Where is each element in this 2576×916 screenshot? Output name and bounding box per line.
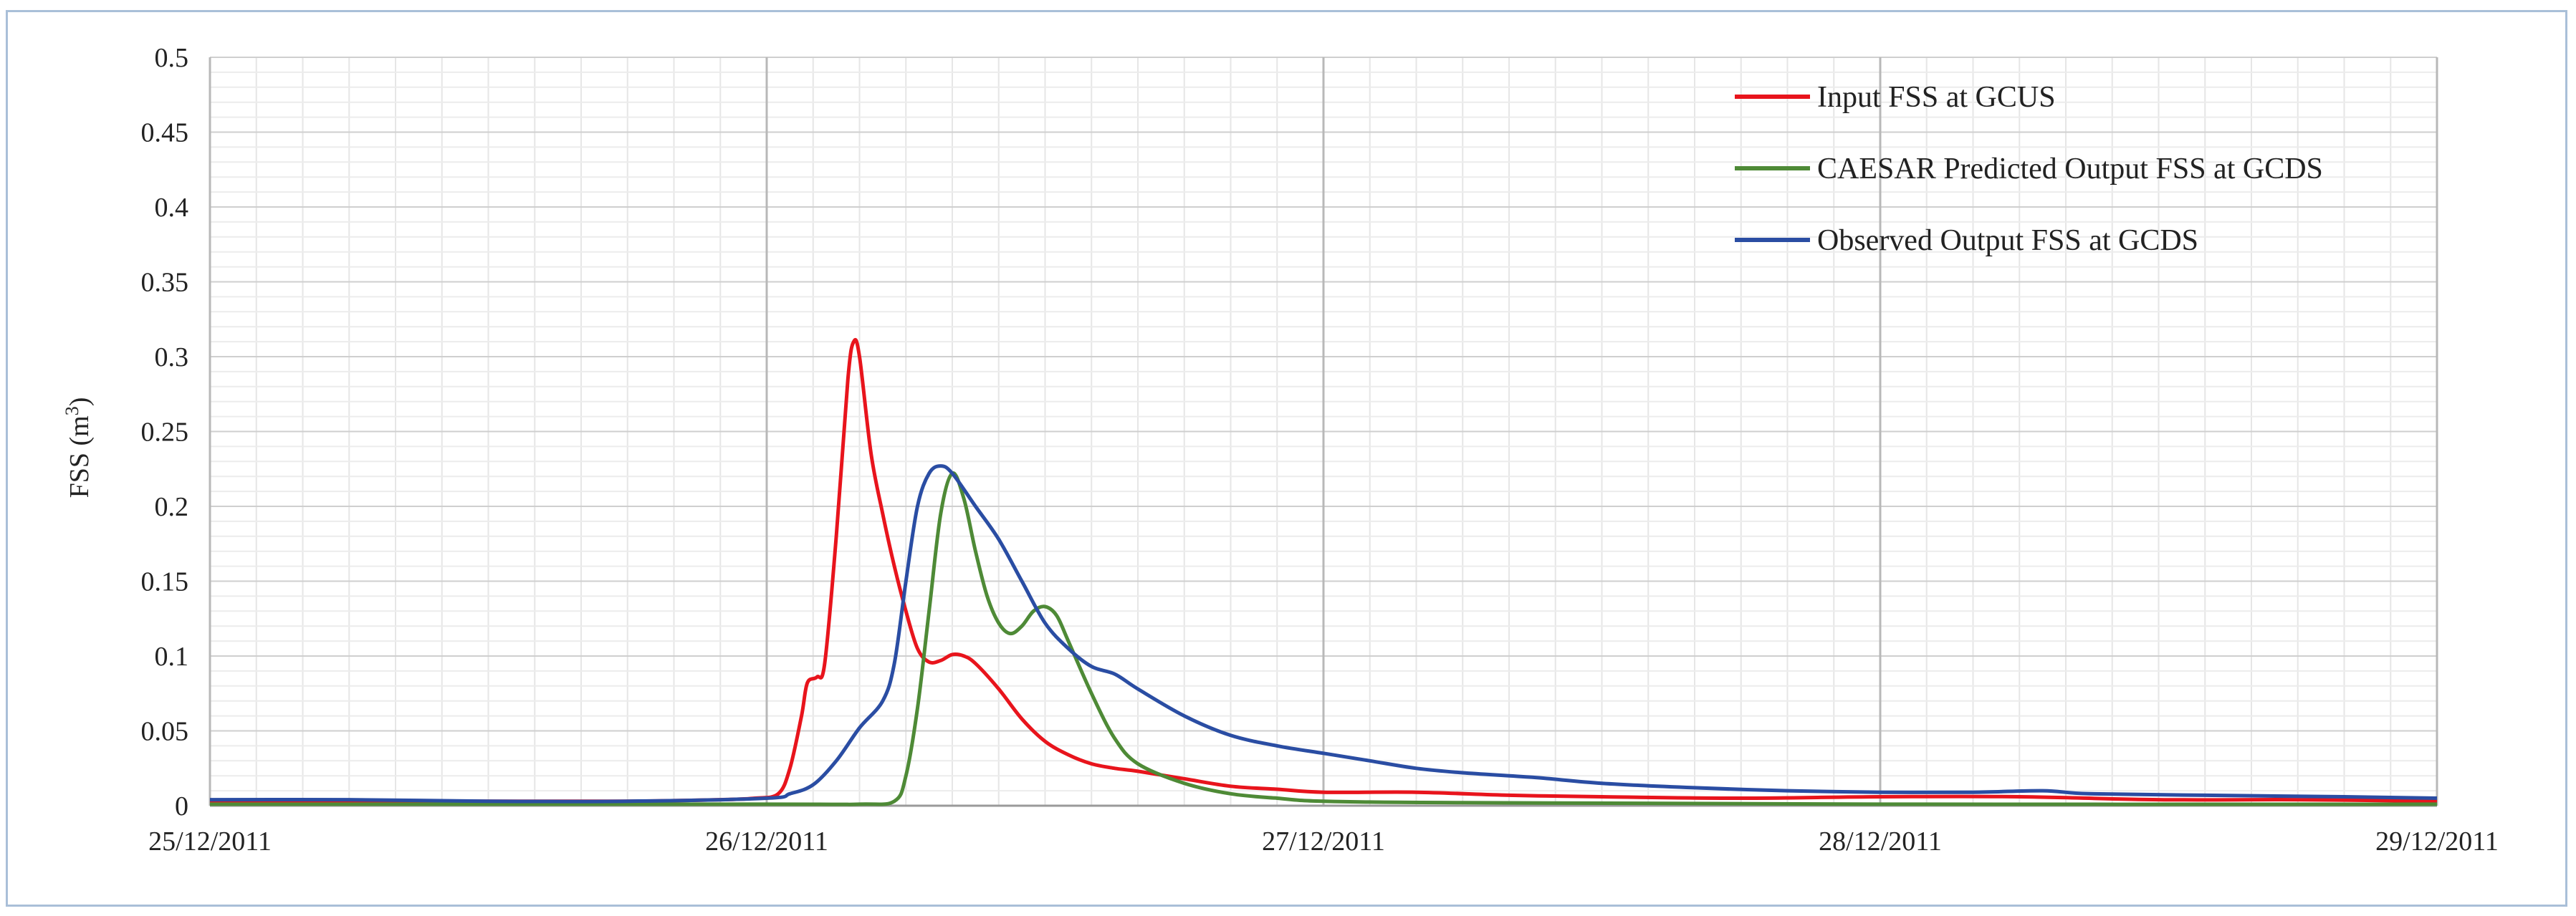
legend-label-3: Observed Output FSS at GCDS <box>1817 224 2198 257</box>
x-tick-labels: 25/12/2011 26/12/2011 27/12/2011 28/12/2011… <box>148 826 2499 857</box>
series-line-1 <box>210 338 2438 804</box>
legend-label-2: CAESAR Predicted Output FSS at GCDS <box>1817 153 2323 185</box>
x-tick-label: 27/12/2011 <box>1262 826 1385 857</box>
y-tick-label: 0.45 <box>141 118 189 148</box>
x-tick-label: 29/12/2011 <box>2375 826 2499 857</box>
y-tick-label: 0.05 <box>141 717 189 747</box>
x-tick-label: 28/12/2011 <box>1819 826 1942 857</box>
y-tick-labels: 0 0.05 0.1 0.15 0.2 0.25 0.3 0.35 0.4 0.45 0.5 <box>141 43 189 821</box>
y-tick-label: 0.15 <box>141 567 189 597</box>
y-tick-label: 0 <box>175 791 188 821</box>
series-lines <box>209 338 2438 806</box>
series-line-2 <box>209 471 2438 806</box>
line-chart: 0 0.05 0.1 0.15 0.2 0.25 0.3 0.35 0.4 0.45 0.5 25/… <box>62 43 2499 857</box>
y-tick-label: 0.5 <box>155 43 189 73</box>
y-tick-label: 0.35 <box>141 268 189 298</box>
y-tick-label: 0.4 <box>155 193 189 223</box>
chart-frame: 0 0.05 0.1 0.15 0.2 0.25 0.3 0.35 0.4 0.45 0.5 25/… <box>6 10 2567 907</box>
legend-label-1: Input FSS at GCUS <box>1817 81 2056 114</box>
y-tick-label: 0.25 <box>141 418 189 448</box>
series-line-3 <box>209 464 2438 804</box>
legend: Input FSS at GCUS CAESAR Predicted Output… <box>1735 81 2323 257</box>
y-tick-label: 0.2 <box>155 492 189 522</box>
y-axis-label: FSS (m3) <box>62 397 95 498</box>
x-tick-label: 25/12/2011 <box>148 826 272 857</box>
x-tick-label: 26/12/2011 <box>705 826 828 857</box>
y-tick-label: 0.1 <box>155 642 189 672</box>
y-tick-label: 0.3 <box>155 342 189 372</box>
